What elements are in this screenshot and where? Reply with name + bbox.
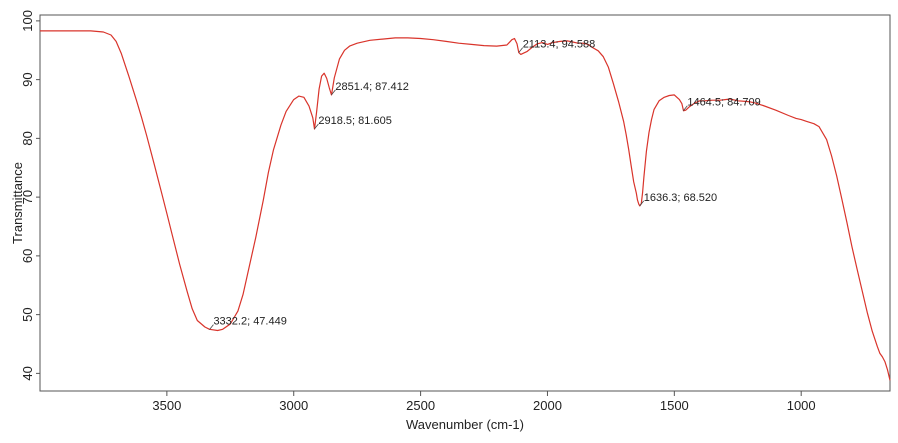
peak-annotations: 3332.2; 47.449 2918.5; 81.605 2851.4; 87.4…	[209, 39, 761, 330]
spectrum-line	[40, 30, 891, 381]
peak-label: 3332.2; 47.449	[213, 316, 286, 328]
y-tick-label: 60	[20, 249, 35, 263]
y-axis-ticks: 40 50 60 70 80 90 100	[20, 10, 40, 381]
peak-marker	[209, 324, 214, 330]
x-tick-label: 3000	[279, 398, 308, 413]
peak-label: 2851.4; 87.412	[335, 81, 408, 93]
y-tick-label: 40	[20, 366, 35, 380]
x-tick-label: 2000	[533, 398, 562, 413]
y-tick-label: 100	[20, 10, 35, 32]
peak-label: 1636.3; 68.520	[644, 192, 717, 204]
y-tick-label: 90	[20, 72, 35, 86]
peak-marker	[683, 105, 688, 111]
y-tick-label: 70	[20, 190, 35, 204]
x-axis-title: Wavenumber (cm-1)	[406, 417, 524, 432]
peak-marker	[639, 200, 645, 207]
x-tick-label: 3500	[152, 398, 181, 413]
x-tick-label: 1000	[787, 398, 816, 413]
x-tick-label: 1500	[660, 398, 689, 413]
y-tick-label: 50	[20, 307, 35, 321]
peak-label: 2918.5; 81.605	[318, 115, 391, 127]
peak-label: 1464.5; 84.709	[687, 97, 760, 109]
y-axis-title: Transmittance	[10, 162, 25, 244]
peak-marker	[518, 47, 524, 53]
peak-marker	[331, 89, 336, 96]
x-axis-ticks: 3500 3000 2500 2000 1500 1000	[152, 391, 816, 413]
plot-frame	[39, 14, 891, 392]
peak-label: 2113.4; 94.588	[523, 39, 596, 51]
peak-marker	[314, 123, 319, 130]
x-tick-label: 2500	[406, 398, 435, 413]
y-tick-label: 80	[20, 131, 35, 145]
